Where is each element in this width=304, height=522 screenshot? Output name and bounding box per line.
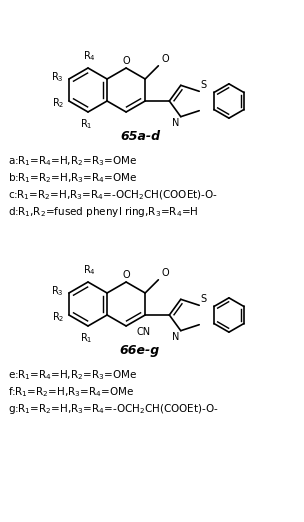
Text: R$_1$: R$_1$: [80, 331, 92, 345]
Text: CN: CN: [136, 327, 150, 337]
Text: R$_3$: R$_3$: [51, 70, 64, 84]
Text: 66e-g: 66e-g: [120, 344, 160, 357]
Text: O: O: [161, 54, 169, 64]
Text: S: S: [200, 294, 206, 304]
Text: 65a-d: 65a-d: [120, 130, 160, 143]
Text: R$_2$: R$_2$: [51, 310, 64, 324]
Text: R$_4$: R$_4$: [83, 49, 95, 63]
Text: R$_4$: R$_4$: [83, 263, 95, 277]
Text: O: O: [161, 268, 169, 278]
Text: R$_3$: R$_3$: [51, 284, 64, 298]
Text: b:R$_1$=R$_2$=H,R$_3$=R$_4$=OMe: b:R$_1$=R$_2$=H,R$_3$=R$_4$=OMe: [8, 171, 137, 185]
Text: N: N: [172, 117, 180, 128]
Text: R$_2$: R$_2$: [51, 96, 64, 110]
Text: O: O: [122, 270, 130, 280]
Text: a:R$_1$=R$_4$=H,R$_2$=R$_3$=OMe: a:R$_1$=R$_4$=H,R$_2$=R$_3$=OMe: [8, 154, 137, 168]
Text: e:R$_1$=R$_4$=H,R$_2$=R$_3$=OMe: e:R$_1$=R$_4$=H,R$_2$=R$_3$=OMe: [8, 368, 137, 382]
Text: f:R$_1$=R$_2$=H,R$_3$=R$_4$=OMe: f:R$_1$=R$_2$=H,R$_3$=R$_4$=OMe: [8, 385, 134, 399]
Text: R$_1$: R$_1$: [80, 117, 92, 131]
Text: c:R$_1$=R$_2$=H,R$_3$=R$_4$=-OCH$_2$CH(COOEt)-O-: c:R$_1$=R$_2$=H,R$_3$=R$_4$=-OCH$_2$CH(C…: [8, 188, 218, 201]
Text: S: S: [200, 80, 206, 90]
Text: N: N: [172, 331, 180, 342]
Text: O: O: [122, 56, 130, 66]
Text: g:R$_1$=R$_2$=H,R$_3$=R$_4$=-OCH$_2$CH(COOEt)-O-: g:R$_1$=R$_2$=H,R$_3$=R$_4$=-OCH$_2$CH(C…: [8, 402, 219, 416]
Text: d:R$_1$,R$_2$=fused phenyl ring,R$_3$=R$_4$=H: d:R$_1$,R$_2$=fused phenyl ring,R$_3$=R$…: [8, 205, 199, 219]
